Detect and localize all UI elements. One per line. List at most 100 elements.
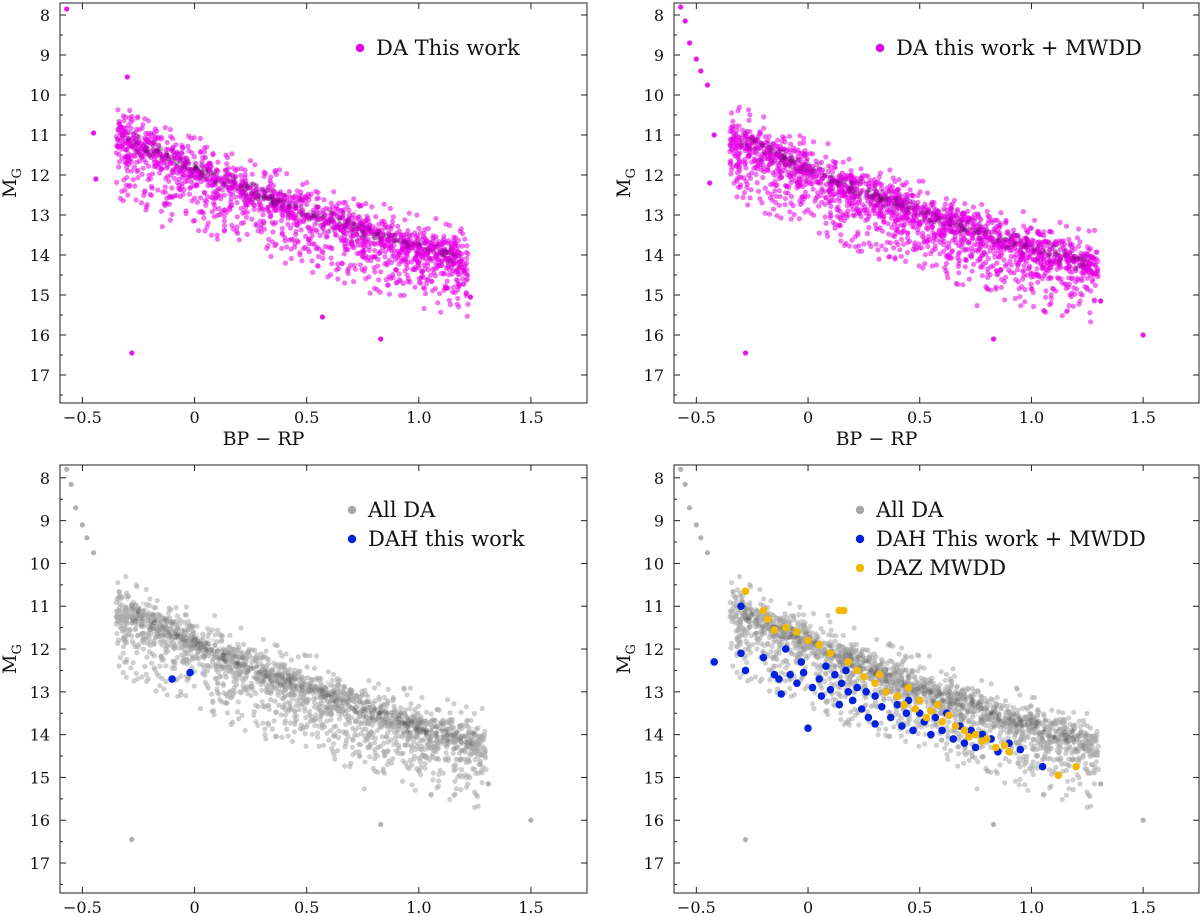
data-point	[775, 137, 781, 143]
data-point	[962, 225, 968, 231]
data-point	[988, 229, 994, 235]
data-point	[739, 138, 745, 143]
data-point	[760, 162, 766, 168]
data-point	[887, 240, 894, 246]
data-point	[993, 239, 999, 244]
data-point	[418, 250, 424, 256]
data-point	[958, 222, 964, 228]
data-point	[298, 227, 304, 233]
data-point	[126, 115, 132, 121]
data-point	[894, 200, 900, 206]
data-point	[229, 184, 235, 190]
data-point	[164, 139, 170, 146]
data-point	[750, 135, 756, 141]
data-point	[848, 181, 854, 186]
data-point	[959, 216, 965, 222]
data-point	[417, 230, 424, 236]
data-point	[741, 143, 747, 148]
data-point	[224, 178, 229, 184]
data-point	[126, 139, 132, 145]
data-point	[965, 208, 971, 214]
data-point	[433, 236, 439, 242]
data-point	[927, 217, 933, 223]
data-point	[479, 770, 485, 776]
data-point	[151, 152, 156, 157]
data-point	[846, 243, 853, 249]
data-point	[1080, 258, 1086, 263]
data-point	[249, 171, 255, 177]
data-point	[830, 175, 836, 181]
y-tick-label: 16	[644, 326, 664, 345]
data-point	[787, 209, 793, 215]
data-point	[1020, 268, 1026, 274]
data-point	[378, 237, 385, 243]
data-point	[465, 301, 471, 307]
data-point	[915, 192, 921, 198]
data-point	[243, 190, 249, 196]
data-point	[968, 254, 975, 260]
data-point	[321, 222, 327, 228]
data-point	[797, 168, 803, 174]
data-point	[1064, 255, 1070, 261]
data-point	[896, 177, 902, 183]
data-point	[1054, 249, 1060, 255]
data-point	[1043, 288, 1049, 294]
data-point	[792, 165, 797, 171]
x-tick-label: 1.5	[518, 408, 543, 427]
data-point	[316, 212, 322, 218]
data-point	[900, 204, 905, 210]
data-point	[169, 211, 175, 217]
data-point	[258, 222, 264, 228]
data-point	[305, 224, 311, 230]
data-point	[1043, 309, 1049, 315]
data-point	[351, 279, 357, 285]
data-point	[214, 173, 220, 179]
data-point	[279, 212, 285, 218]
data-point	[905, 206, 911, 211]
data-point	[261, 226, 268, 232]
data-point	[310, 213, 316, 219]
data-point	[1093, 249, 1099, 255]
data-point	[1059, 258, 1065, 264]
data-point	[1051, 252, 1056, 257]
data-point	[824, 176, 829, 182]
data-point	[132, 183, 138, 189]
data-point	[360, 244, 367, 250]
data-point	[1075, 266, 1080, 272]
data-point	[203, 154, 208, 160]
data-point	[806, 163, 811, 169]
data-point	[951, 197, 958, 203]
data-point	[1008, 253, 1014, 259]
data-point	[1028, 286, 1034, 292]
data-point	[976, 226, 982, 232]
data-point	[839, 179, 845, 185]
data-point	[927, 217, 933, 223]
data-point	[132, 136, 138, 141]
data-point	[969, 249, 976, 255]
data-point	[295, 239, 301, 245]
data-point	[818, 159, 825, 165]
data-point	[465, 251, 471, 257]
data-point	[301, 246, 307, 252]
data-point	[142, 145, 148, 151]
data-point	[221, 207, 227, 213]
data-point	[804, 156, 810, 161]
data-point	[864, 189, 870, 195]
data-point	[189, 198, 195, 204]
data-point	[183, 155, 190, 161]
data-point	[1083, 262, 1088, 268]
data-point	[1012, 295, 1018, 302]
data-point	[977, 232, 982, 238]
data-point	[197, 169, 203, 175]
data-point	[208, 194, 214, 201]
data-point	[164, 152, 170, 158]
data-point	[969, 215, 975, 221]
data-point	[309, 214, 314, 220]
data-point	[1032, 246, 1038, 252]
data-point	[357, 251, 363, 257]
legend-marker	[875, 43, 885, 53]
data-point	[907, 217, 913, 223]
data-point	[995, 248, 1001, 254]
data-point	[115, 107, 121, 113]
data-point	[991, 229, 997, 235]
